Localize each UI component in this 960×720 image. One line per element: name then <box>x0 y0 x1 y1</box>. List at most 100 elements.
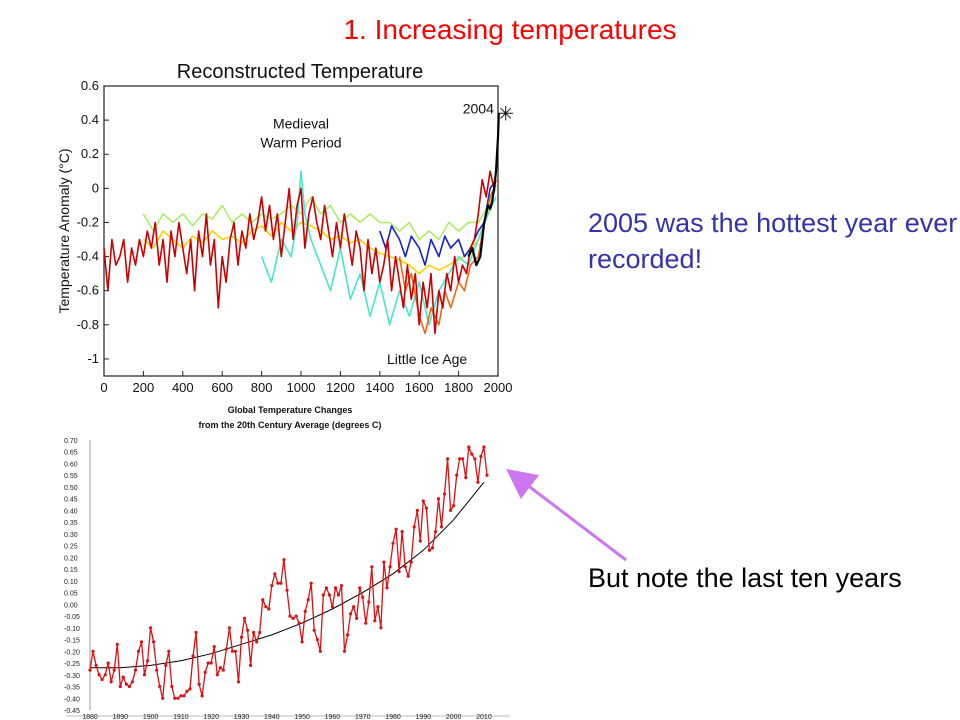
reconstruction-series-7 <box>467 113 500 267</box>
annual-anomaly-point <box>439 525 444 529</box>
y-tick-label: 0.25 <box>64 544 78 551</box>
annual-anomaly-point <box>218 666 222 670</box>
annual-anomaly-point <box>412 525 416 529</box>
x-tick-label: 1200 <box>326 380 355 395</box>
y-tick-label: -0.25 <box>64 661 80 668</box>
annual-anomaly-point <box>312 628 316 632</box>
y-tick-label: 0.40 <box>64 508 78 515</box>
annual-anomaly-point <box>306 598 310 602</box>
x-tick-label: 1600 <box>405 380 434 395</box>
annual-anomaly-point <box>176 696 180 700</box>
annual-anomaly-point <box>276 581 280 585</box>
annual-anomaly-line <box>89 446 488 699</box>
x-tick-label: 1000 <box>287 380 316 395</box>
annual-anomaly-point <box>361 595 365 599</box>
annual-anomaly-point <box>133 668 138 672</box>
annual-anomaly-point <box>379 626 383 630</box>
x-tick-label: 600 <box>211 380 233 395</box>
y-tick-label: -1 <box>87 351 99 366</box>
annual-anomaly-point <box>224 647 228 651</box>
y-tick-label: 0.60 <box>64 461 78 468</box>
annual-anomaly-point <box>100 677 104 682</box>
x-tick-label: 1900 <box>143 714 159 720</box>
annual-anomaly-point <box>391 541 395 545</box>
annual-anomaly-point <box>94 663 98 668</box>
note-last-ten-years: But note the last ten years <box>588 563 902 593</box>
y-tick-label: 0.20 <box>64 555 78 562</box>
annual-anomaly-point <box>427 548 431 552</box>
chart-title-line-2: from the 20th Century Average (degrees C… <box>199 420 382 430</box>
annual-anomaly-point <box>373 619 377 623</box>
y-tick-label: 0.55 <box>64 473 78 480</box>
annual-anomaly-point <box>270 584 274 588</box>
annual-anomaly-point <box>418 539 422 543</box>
annual-anomaly-point <box>91 649 95 653</box>
annual-anomaly-point <box>424 506 428 510</box>
y-tick-label: -0.8 <box>77 317 99 332</box>
annual-anomaly-point <box>464 476 468 480</box>
annual-anomaly-point <box>282 558 286 562</box>
y-tick-label: 0.70 <box>64 438 78 445</box>
annual-anomaly-point <box>388 565 392 569</box>
annual-anomaly-point <box>246 628 250 632</box>
y-tick-label: 0.05 <box>64 591 78 598</box>
annual-anomaly-point <box>170 684 174 689</box>
annual-anomaly-point <box>297 621 301 625</box>
annual-anomaly-point <box>191 654 195 658</box>
slide-title: 1. Increasing temperatures <box>343 14 677 45</box>
y-tick-label: 0.65 <box>64 450 78 457</box>
note-hottest-year: 2005 was the hottest year ever recorded! <box>588 208 958 274</box>
annual-anomaly-point <box>233 649 238 653</box>
annual-anomaly-point <box>346 633 350 637</box>
annual-anomaly-point <box>255 640 259 644</box>
annual-anomaly-point <box>109 680 113 684</box>
annual-anomaly-point <box>88 668 92 672</box>
annual-anomaly-point <box>309 581 313 585</box>
annual-anomaly-point <box>267 607 271 611</box>
y-tick-label: -0.15 <box>64 638 80 645</box>
annual-anomaly-point <box>333 586 338 590</box>
annual-anomaly-point <box>206 661 210 665</box>
annual-anomaly-point <box>303 609 307 614</box>
x-tick-label: 1400 <box>365 380 394 395</box>
annual-anomaly-point <box>242 616 247 621</box>
annual-anomaly-point <box>294 614 298 618</box>
x-tick-label: 1800 <box>444 380 473 395</box>
annual-anomaly-point <box>194 630 198 635</box>
reconstruction-series-6 <box>103 170 497 335</box>
annual-anomaly-point <box>482 445 486 449</box>
annual-anomaly-point <box>118 684 122 689</box>
annual-anomaly-point <box>115 642 119 646</box>
annual-anomaly-point <box>188 687 192 691</box>
annual-anomaly-point <box>236 680 241 684</box>
y-tick-label: 0.2 <box>81 146 99 161</box>
y-tick-label: 0.00 <box>64 602 78 609</box>
annual-anomaly-point <box>318 649 322 653</box>
annual-anomaly-point <box>179 694 183 698</box>
x-tick-label: 2010 <box>476 714 492 720</box>
annual-anomaly-point <box>158 684 162 689</box>
annual-anomaly-point <box>142 673 147 677</box>
annual-anomaly-point <box>339 584 344 588</box>
annual-anomaly-point <box>221 668 225 672</box>
annual-anomaly-point <box>485 473 489 477</box>
annual-anomaly-point <box>342 649 347 653</box>
annual-anomaly-point <box>197 682 201 686</box>
annual-anomaly-point <box>291 616 295 621</box>
y-tick-label: 0.30 <box>64 532 78 539</box>
annual-anomaly-point <box>397 569 401 574</box>
y-tick-label: -0.45 <box>64 708 80 715</box>
annual-anomaly-point <box>209 661 213 665</box>
annual-anomaly-point <box>279 581 283 585</box>
x-tick-label: 1980 <box>385 714 401 720</box>
annual-anomaly-point <box>136 649 141 653</box>
chart-annotation: Medieval <box>273 116 329 132</box>
x-tick-label: 1890 <box>113 714 129 720</box>
annual-anomaly-point <box>321 593 325 597</box>
annual-anomaly-point <box>200 694 204 698</box>
annual-anomaly-point <box>261 598 265 602</box>
annual-anomaly-point <box>185 689 189 693</box>
y-axis-label: Temperature Anomaly (°C) <box>56 148 72 313</box>
annual-anomaly-point <box>327 593 331 597</box>
x-tick-label: 2000 <box>484 380 513 395</box>
